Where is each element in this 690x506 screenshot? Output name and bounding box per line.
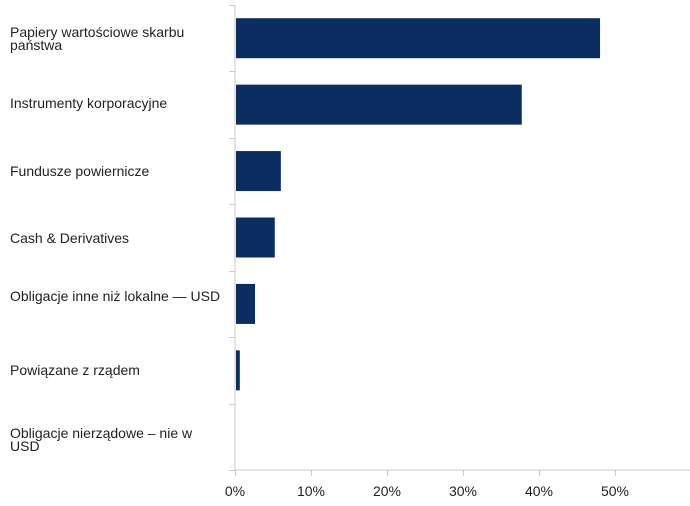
bar [236, 18, 601, 59]
category-label: Obligacje inne niż lokalne — USD [10, 288, 221, 304]
category-label: Powiązane z rządem [10, 362, 140, 378]
bar [236, 350, 240, 391]
category-label: Obligacje nierządowe – nie w USD [10, 425, 193, 454]
bar [236, 217, 275, 258]
x-tick-label: 30% [448, 483, 478, 499]
category-label: Papiery wartościowe skarbu państwa [10, 24, 185, 53]
category-label: Fundusze powiernicze [10, 163, 150, 179]
x-tick-label: 10% [296, 483, 326, 499]
category-label: Instrumenty korporacyjne [10, 95, 168, 111]
x-tick-label: 50% [600, 483, 630, 499]
bar [236, 151, 281, 192]
bar [236, 283, 255, 324]
x-tick-label: 40% [524, 483, 554, 499]
category-label: Cash & Derivatives [10, 230, 130, 246]
x-tick-label: 20% [372, 483, 402, 499]
bar [236, 84, 522, 125]
x-tick-label: 0% [224, 483, 246, 499]
